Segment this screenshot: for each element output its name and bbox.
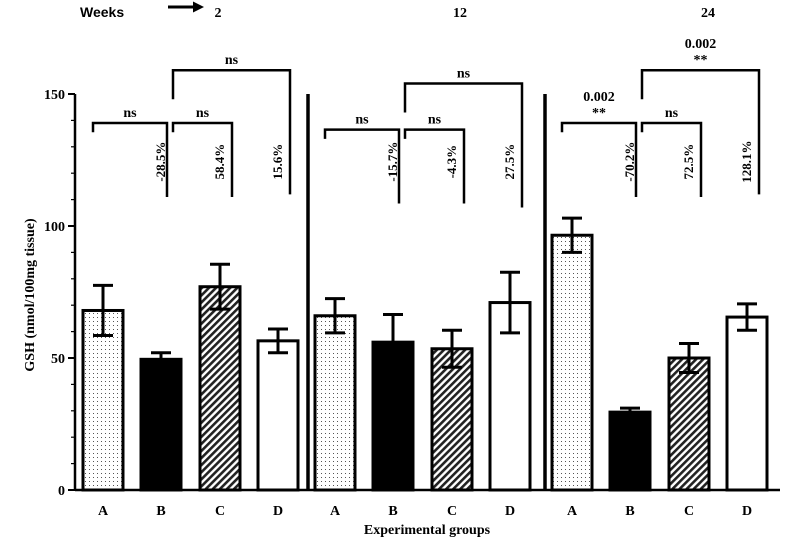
x-tick-label: D	[273, 504, 283, 519]
significance-label: ns	[225, 53, 239, 68]
percent-change-label: 27.5%	[502, 144, 517, 180]
x-tick-label: C	[447, 504, 457, 519]
percent-change-label: -70.2%	[622, 142, 637, 182]
y-axis-label: GSH (nmol/100mg tissue)	[23, 218, 38, 372]
significance-label: **	[694, 53, 708, 68]
axes: 0 50 100 150	[44, 88, 780, 499]
significance-bracket	[91, 121, 169, 197]
bar-b	[139, 357, 183, 492]
weeks-label: Weeks	[80, 4, 124, 20]
significance-bracket	[403, 128, 466, 204]
y-tick-label: 0	[58, 484, 65, 499]
y-tick-label: 150	[44, 88, 65, 103]
significance-label: ns	[665, 106, 679, 121]
significance-bracket	[171, 68, 292, 195]
significance-bracket	[323, 128, 401, 204]
bar-a	[550, 233, 594, 492]
significance-label: ns	[457, 66, 471, 81]
percent-change-label: -4.3%	[444, 145, 459, 179]
bar-d	[256, 339, 300, 492]
significance-bracket	[403, 82, 524, 208]
significance-label: ns	[196, 106, 210, 121]
p-value-label: 0.002	[685, 37, 717, 52]
bar-b	[608, 410, 652, 492]
x-tick-label: D	[742, 504, 752, 519]
x-tick-label: C	[684, 504, 694, 519]
chart-marks: 2 A B -28.5% C 58.4% D 15.6% ns ns ns 12 A B -15.7% C -4…	[81, 6, 769, 519]
x-tick-label: B	[156, 504, 165, 519]
significance-label: ns	[123, 106, 137, 121]
p-value-label: 0.002	[583, 90, 615, 105]
x-tick-label: B	[388, 504, 397, 519]
percent-change-label: -15.7%	[385, 142, 400, 182]
x-tick-label: A	[567, 504, 578, 519]
significance-bracket	[171, 121, 234, 197]
bar-a	[313, 314, 357, 492]
bar-c	[667, 356, 711, 492]
x-tick-label: B	[625, 504, 634, 519]
week-label: 12	[453, 6, 467, 21]
significance-bracket	[640, 121, 703, 197]
week-label: 24	[701, 6, 715, 21]
x-tick-label: C	[215, 504, 225, 519]
percent-change-label: 128.1%	[739, 140, 754, 182]
x-tick-label: D	[505, 504, 515, 519]
significance-label: **	[592, 106, 606, 121]
percent-change-label: -28.5%	[153, 142, 168, 182]
bar-a	[81, 308, 125, 492]
x-tick-label: A	[98, 504, 109, 519]
x-tick-label: A	[330, 504, 341, 519]
significance-bracket	[640, 68, 761, 195]
significance-label: ns	[355, 113, 369, 128]
percent-change-label: 58.4%	[212, 144, 227, 180]
bar-c	[198, 285, 242, 492]
bar-c	[430, 347, 474, 492]
percent-change-label: 72.5%	[681, 144, 696, 180]
bar-d	[725, 315, 769, 492]
percent-change-label: 15.6%	[270, 144, 285, 180]
y-tick-label: 100	[44, 220, 65, 235]
y-tick-label: 50	[51, 352, 65, 367]
arrow-right-icon	[168, 1, 204, 13]
week-label: 2	[215, 6, 222, 21]
significance-label: ns	[428, 113, 442, 128]
x-axis-label: Experimental groups	[364, 523, 491, 538]
significance-bracket	[560, 121, 638, 197]
